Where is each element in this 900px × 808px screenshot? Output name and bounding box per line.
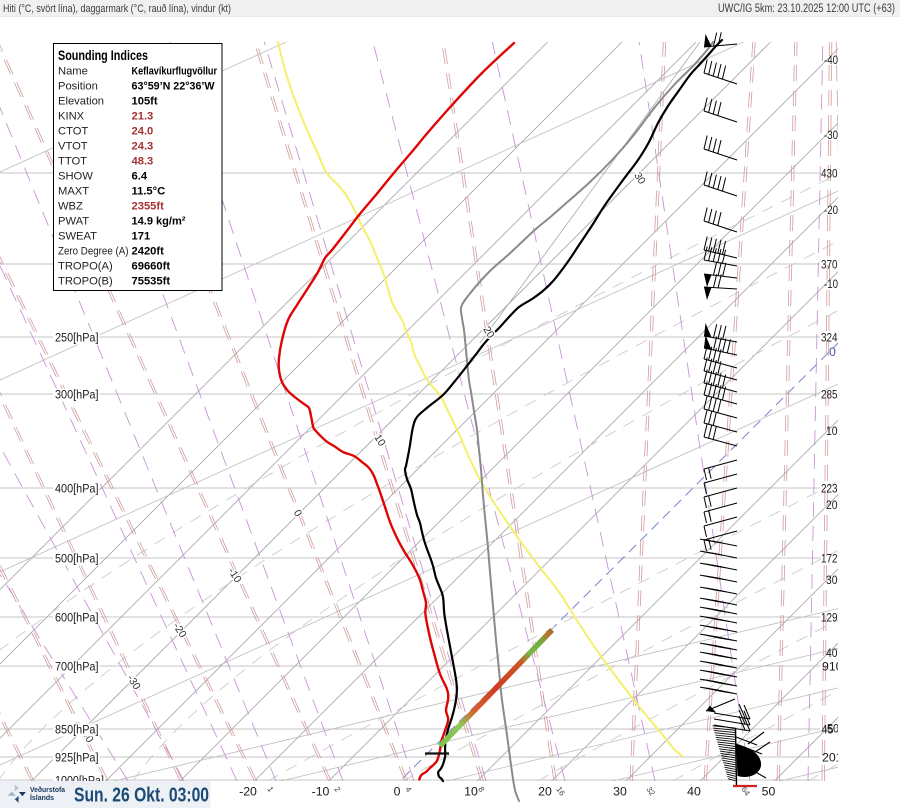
svg-text:300[hPa]: 300[hPa] bbox=[55, 388, 99, 402]
svg-text:8: 8 bbox=[476, 785, 486, 794]
svg-text:4: 4 bbox=[403, 785, 413, 794]
svg-text:Zero Degree (A): Zero Degree (A) bbox=[58, 246, 129, 258]
svg-text:910: 910 bbox=[822, 660, 843, 674]
svg-text:40: 40 bbox=[687, 785, 701, 799]
svg-text:0: 0 bbox=[829, 345, 836, 359]
svg-text:TROPO(A): TROPO(A) bbox=[58, 261, 113, 273]
svg-text:69660ft: 69660ft bbox=[132, 261, 171, 273]
svg-text:-20: -20 bbox=[824, 203, 838, 217]
svg-text:172: 172 bbox=[821, 552, 838, 566]
svg-text:Elevation: Elevation bbox=[58, 96, 104, 108]
svg-text:45: 45 bbox=[822, 723, 834, 737]
svg-text:105ft: 105ft bbox=[132, 96, 158, 108]
svg-text:PWAT: PWAT bbox=[58, 216, 89, 228]
svg-text:171: 171 bbox=[132, 231, 151, 243]
svg-text:223: 223 bbox=[821, 482, 838, 496]
svg-text:-10: -10 bbox=[824, 277, 838, 291]
svg-text:-30: -30 bbox=[824, 128, 838, 142]
svg-text:Position: Position bbox=[58, 81, 98, 93]
svg-text:6.4: 6.4 bbox=[132, 171, 148, 183]
svg-text:925[hPa]: 925[hPa] bbox=[55, 751, 99, 765]
svg-text:129: 129 bbox=[821, 611, 838, 625]
svg-text:-10: -10 bbox=[312, 785, 330, 799]
svg-text:Keflavíkurflugvöllur: Keflavíkurflugvöllur bbox=[132, 66, 218, 78]
svg-text:14.9 kg/m²: 14.9 kg/m² bbox=[132, 216, 186, 228]
svg-text:Sun. 26 Okt. 03:00: Sun. 26 Okt. 03:00 bbox=[74, 784, 209, 807]
svg-text:1: 1 bbox=[265, 785, 275, 794]
svg-text:850[hPa]: 850[hPa] bbox=[55, 723, 99, 737]
svg-text:10: 10 bbox=[826, 424, 838, 438]
svg-text:Íslands: Íslands bbox=[30, 793, 54, 802]
svg-text:10: 10 bbox=[464, 785, 478, 799]
svg-text:48.3: 48.3 bbox=[132, 156, 154, 168]
svg-text:TROPO(B): TROPO(B) bbox=[58, 276, 113, 288]
svg-text:75535ft: 75535ft bbox=[132, 276, 171, 288]
svg-text:20: 20 bbox=[826, 498, 838, 512]
svg-text:11.5°C: 11.5°C bbox=[132, 186, 166, 198]
svg-text:MAXT: MAXT bbox=[58, 186, 89, 198]
svg-text:20: 20 bbox=[538, 785, 552, 799]
svg-text:50: 50 bbox=[762, 785, 776, 799]
svg-text:400[hPa]: 400[hPa] bbox=[55, 482, 99, 496]
svg-text:UWC/IG 5km: 23.10.2025 12:00 U: UWC/IG 5km: 23.10.2025 12:00 UTC (+63) bbox=[718, 3, 895, 15]
svg-text:21.3: 21.3 bbox=[132, 111, 154, 123]
svg-text:700[hPa]: 700[hPa] bbox=[55, 660, 99, 674]
svg-text:Name: Name bbox=[58, 66, 88, 78]
svg-text:600[hPa]: 600[hPa] bbox=[55, 611, 99, 625]
svg-text:-20: -20 bbox=[239, 785, 257, 799]
svg-text:WBZ: WBZ bbox=[58, 201, 83, 213]
svg-text:0: 0 bbox=[394, 785, 401, 799]
svg-text:CTOT: CTOT bbox=[58, 126, 88, 138]
svg-text:24.0: 24.0 bbox=[132, 126, 154, 138]
svg-text:TTOT: TTOT bbox=[58, 156, 87, 168]
svg-text:63°59’N 22°36’W: 63°59’N 22°36’W bbox=[132, 81, 215, 93]
svg-text:50: 50 bbox=[827, 722, 839, 736]
svg-text:285: 285 bbox=[821, 388, 838, 402]
svg-text:2420ft: 2420ft bbox=[132, 246, 165, 258]
svg-text:Veðurstofa: Veðurstofa bbox=[30, 785, 66, 794]
svg-text:Hiti (°C, svört lína), daggarm: Hiti (°C, svört lína), daggarmark (°C, r… bbox=[3, 3, 231, 15]
svg-text:250[hPa]: 250[hPa] bbox=[55, 331, 99, 345]
svg-text:24.3: 24.3 bbox=[132, 141, 154, 153]
svg-text:370: 370 bbox=[821, 258, 838, 272]
svg-text:430: 430 bbox=[821, 167, 838, 181]
svg-text:324: 324 bbox=[821, 331, 838, 345]
svg-text:201: 201 bbox=[822, 751, 843, 765]
svg-text:Sounding Indices: Sounding Indices bbox=[58, 48, 148, 63]
svg-text:SWEAT: SWEAT bbox=[58, 231, 97, 243]
svg-text:SHOW: SHOW bbox=[58, 171, 93, 183]
svg-text:500[hPa]: 500[hPa] bbox=[55, 552, 99, 566]
svg-text:KINX: KINX bbox=[58, 111, 85, 123]
svg-text:30: 30 bbox=[613, 785, 627, 799]
svg-text:VTOT: VTOT bbox=[58, 141, 88, 153]
svg-text:2: 2 bbox=[332, 785, 342, 794]
svg-text:30: 30 bbox=[826, 573, 838, 587]
svg-text:2355ft: 2355ft bbox=[132, 201, 165, 213]
svg-text:-40: -40 bbox=[824, 53, 838, 67]
svg-text:40: 40 bbox=[826, 646, 838, 660]
